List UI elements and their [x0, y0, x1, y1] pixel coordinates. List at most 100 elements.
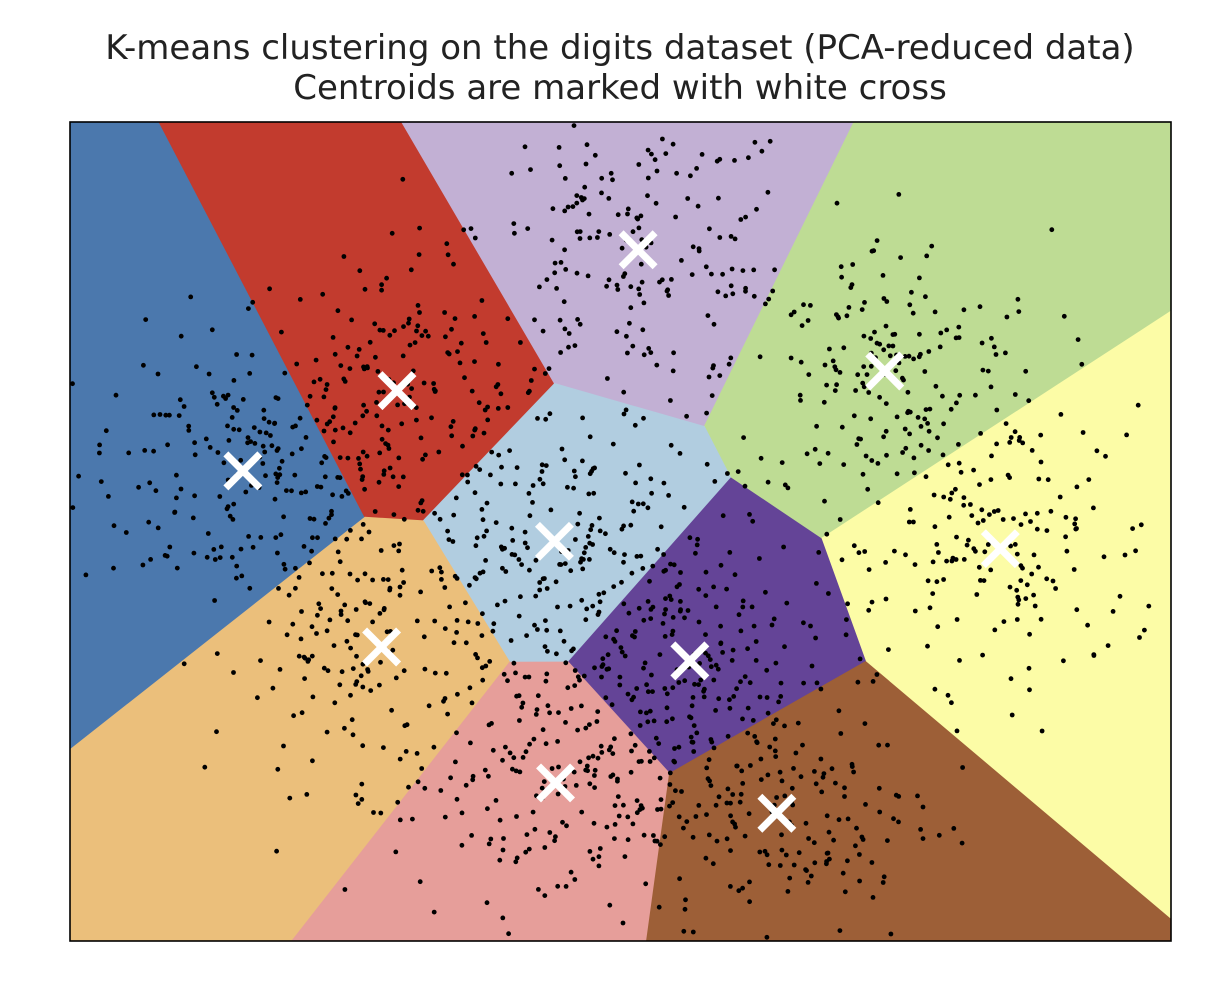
- data-point: [1029, 448, 1035, 453]
- data-point: [247, 585, 253, 591]
- data-point: [769, 622, 775, 628]
- data-point: [622, 271, 628, 277]
- data-point: [1023, 368, 1029, 374]
- data-point: [620, 920, 626, 926]
- data-point: [234, 563, 240, 569]
- data-point: [610, 441, 616, 447]
- data-point: [477, 570, 483, 576]
- data-point: [773, 754, 779, 759]
- data-point: [670, 716, 675, 722]
- data-point: [907, 302, 913, 308]
- data-point: [397, 592, 403, 598]
- data-point: [482, 767, 488, 773]
- data-point: [581, 550, 587, 556]
- data-point: [615, 778, 620, 784]
- data-point: [329, 512, 334, 518]
- data-point: [887, 353, 893, 359]
- data-point: [192, 452, 198, 458]
- data-point: [612, 822, 618, 827]
- data-point: [825, 450, 831, 456]
- data-point: [659, 277, 665, 283]
- data-point: [626, 610, 632, 616]
- data-point: [922, 416, 928, 422]
- data-point: [851, 769, 856, 775]
- data-point: [945, 462, 951, 468]
- data-point: [720, 650, 725, 655]
- data-point: [977, 304, 983, 310]
- data-point: [632, 634, 637, 640]
- data-point: [1105, 643, 1111, 648]
- data-point: [694, 166, 699, 171]
- data-point: [522, 540, 528, 546]
- data-point: [893, 368, 899, 374]
- data-point: [374, 413, 380, 419]
- data-point: [740, 604, 746, 610]
- data-point: [933, 383, 939, 389]
- data-point: [814, 680, 820, 686]
- data-point: [884, 299, 890, 304]
- data-point: [628, 769, 634, 775]
- data-point: [862, 721, 868, 726]
- data-point: [670, 141, 676, 147]
- data-point: [734, 763, 740, 769]
- data-point: [883, 401, 889, 406]
- data-point: [821, 399, 827, 405]
- axes-frame: [69, 121, 1172, 942]
- data-point: [691, 723, 697, 728]
- data-point: [544, 627, 550, 633]
- data-point: [654, 362, 660, 368]
- data-point: [703, 264, 709, 270]
- data-point: [214, 651, 220, 656]
- centroid-cross-stroke: [536, 763, 576, 803]
- data-point: [609, 702, 615, 708]
- data-point: [648, 616, 654, 621]
- data-point: [707, 778, 712, 784]
- data-point: [1091, 505, 1096, 511]
- data-point: [1091, 652, 1097, 657]
- data-point: [670, 800, 676, 805]
- data-point: [257, 429, 263, 435]
- data-point: [728, 813, 733, 819]
- data-point: [725, 786, 731, 792]
- data-point: [625, 206, 631, 212]
- data-point: [670, 685, 676, 691]
- data-point: [714, 158, 720, 164]
- data-point: [505, 405, 511, 410]
- data-point: [960, 765, 965, 770]
- data-point: [877, 809, 883, 815]
- data-point: [526, 491, 532, 496]
- data-point: [539, 785, 545, 791]
- data-point: [940, 393, 945, 399]
- data-point: [174, 495, 179, 501]
- data-point: [676, 814, 682, 820]
- data-point: [469, 700, 475, 706]
- data-point: [845, 601, 850, 607]
- data-point: [272, 496, 278, 502]
- data-point: [632, 742, 638, 748]
- data-point: [70, 381, 75, 387]
- data-point: [303, 435, 309, 440]
- data-point: [1026, 665, 1032, 671]
- data-point: [412, 340, 418, 345]
- data-point: [448, 775, 453, 781]
- data-point: [206, 371, 212, 377]
- data-point: [1053, 586, 1058, 591]
- data-point: [376, 479, 382, 485]
- data-point: [720, 513, 726, 519]
- data-point: [757, 556, 762, 561]
- data-point: [827, 856, 832, 862]
- data-point: [896, 192, 902, 197]
- data-point: [881, 874, 887, 880]
- data-point: [577, 236, 583, 241]
- data-point: [106, 494, 111, 499]
- data-point: [767, 744, 773, 750]
- data-point: [788, 355, 794, 361]
- data-point: [246, 534, 252, 539]
- data-point: [915, 415, 921, 420]
- data-point: [215, 450, 221, 455]
- data-point: [603, 695, 609, 701]
- data-point: [910, 310, 916, 316]
- data-point: [835, 314, 841, 320]
- data-point: [575, 317, 580, 322]
- data-point: [360, 743, 366, 749]
